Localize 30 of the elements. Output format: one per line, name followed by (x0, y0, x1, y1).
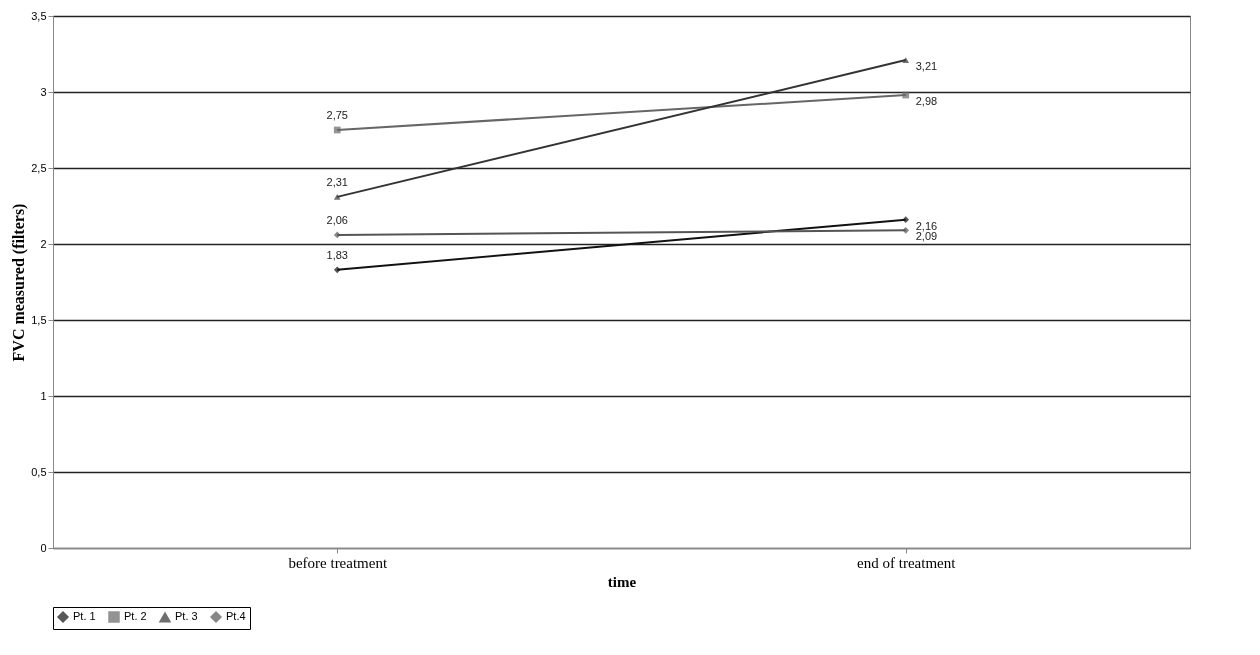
point (333, 231, 341, 239)
y-tick-label: 2,5 (31, 161, 47, 174)
x-tick-label: end of treatment (857, 554, 957, 571)
y-axis-title: FVC measured (filters) (10, 203, 29, 362)
data-label: 2,75 (326, 109, 348, 121)
x-axis-title: time (607, 573, 637, 590)
y-tick-label: 3 (40, 85, 47, 98)
x-tick-label: before treatment (288, 554, 388, 571)
y-tick-label: 0 (40, 541, 47, 554)
data-label: 1,83 (326, 248, 348, 261)
data-label: 2,98 (915, 95, 938, 108)
data-label: 2,31 (326, 175, 348, 188)
data-label: 3,21 (915, 60, 938, 73)
y-tick-label: 0,5 (31, 465, 47, 478)
y-tick-label: 3,5 (31, 9, 47, 22)
data-label: 2,16 (915, 219, 938, 232)
point (902, 216, 910, 224)
legend-label: Pt. 1 (73, 610, 96, 622)
y-tick-label: 1,5 (31, 313, 47, 326)
legend-label: Pt.4 (226, 610, 246, 622)
y-tick-label: 2 (40, 237, 47, 250)
legend-label: Pt. 2 (124, 610, 147, 622)
point (902, 91, 910, 99)
point (333, 266, 341, 274)
legend-label: Pt. 3 (175, 610, 198, 623)
y-tick-label: 1 (40, 389, 47, 402)
point (902, 226, 910, 234)
point (333, 126, 341, 134)
data-label: 2,06 (326, 213, 348, 226)
data-label: 2,09 (915, 230, 938, 243)
